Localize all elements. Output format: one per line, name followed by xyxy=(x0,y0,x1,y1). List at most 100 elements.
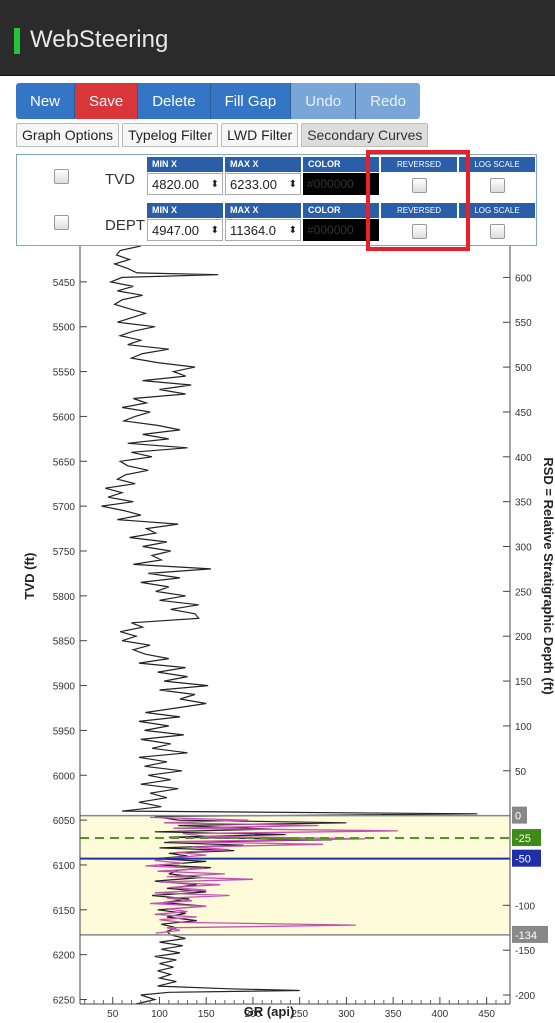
min-x-header: MIN X xyxy=(147,203,223,218)
x-tick-label: 300 xyxy=(338,1009,355,1020)
y2-tick-label: 350 xyxy=(515,498,532,509)
curve-name: TVD xyxy=(105,171,135,188)
y2-tick-label: -100 xyxy=(515,901,535,912)
logo-mark xyxy=(14,28,20,54)
spinner-icon[interactable]: ⬍ xyxy=(210,225,219,236)
y-tick-label: 6150 xyxy=(53,906,76,917)
x-tick-label: 350 xyxy=(385,1009,402,1020)
x-tick-label: 450 xyxy=(478,1009,495,1020)
y-tick-label: 5450 xyxy=(53,278,76,289)
target-zone-shading xyxy=(80,815,510,935)
app-title: WebSteering xyxy=(30,26,169,53)
tab-graph-options[interactable]: Graph Options xyxy=(16,123,120,147)
min-x-input[interactable]: 4947.00 ⬍ xyxy=(147,219,223,241)
marker-tag xyxy=(512,829,541,847)
y2-tick-label: 400 xyxy=(515,453,532,464)
marker-tag xyxy=(512,925,548,943)
reversed-checkbox[interactable] xyxy=(412,224,427,239)
log-scale-checkbox[interactable] xyxy=(490,224,505,239)
y-tick-label: 6100 xyxy=(53,861,76,872)
y-tick-label: 6250 xyxy=(53,996,76,1007)
x-tick-label: 250 xyxy=(291,1009,308,1020)
curve-name: DEPT xyxy=(105,217,146,234)
delete-button[interactable]: Delete xyxy=(138,83,211,119)
color-header: COLOR xyxy=(303,203,379,218)
marker-tag xyxy=(512,806,527,824)
y-tick-label: 5950 xyxy=(53,726,76,737)
y-tick-label: 5850 xyxy=(53,637,76,648)
redo-button[interactable]: Redo xyxy=(356,83,420,119)
marker-tag-label: 0 xyxy=(515,811,521,823)
y-tick-label: 5550 xyxy=(53,368,76,379)
max-x-value: 11364.0 xyxy=(230,223,277,238)
tab-typelog-filter[interactable]: Typelog Filter xyxy=(122,123,219,147)
y-tick-label: 6050 xyxy=(53,816,76,827)
max-x-input[interactable]: 6233.00 ⬍ xyxy=(225,173,301,195)
options-tabs: Graph Options Typelog Filter LWD Filter … xyxy=(16,123,431,147)
x-tick-label: 50 xyxy=(107,1009,119,1020)
color-input[interactable]: #000000 xyxy=(303,173,379,195)
color-input[interactable]: #000000 xyxy=(303,219,379,241)
spinner-icon[interactable]: ⬍ xyxy=(210,179,219,190)
marker-tag xyxy=(512,849,541,867)
min-x-header: MIN X xyxy=(147,157,223,172)
y2-tick-label: 550 xyxy=(515,318,532,329)
log-scale-checkbox[interactable] xyxy=(490,178,505,193)
curve-enable-checkbox[interactable] xyxy=(54,169,69,184)
y2-tick-label: -200 xyxy=(515,991,535,1002)
app-header: WebSteering xyxy=(0,0,555,76)
y2-tick-label: 300 xyxy=(515,543,532,554)
lwd-curve xyxy=(145,816,398,934)
min-x-value: 4820.00 xyxy=(152,177,199,192)
y-tick-label: 5750 xyxy=(53,547,76,558)
y2-tick-label: 50 xyxy=(515,767,527,778)
curve-row-tvd: TVD MIN X MAX X COLOR REVERSED LOG SCALE… xyxy=(17,155,536,199)
y2-tick-label: 600 xyxy=(515,273,532,284)
y2-tick-label: 450 xyxy=(515,408,532,419)
reversed-checkbox[interactable] xyxy=(412,178,427,193)
y2-tick-label: -150 xyxy=(515,946,535,957)
spinner-icon[interactable]: ⬍ xyxy=(288,179,297,190)
tab-lwd-filter[interactable]: LWD Filter xyxy=(221,123,299,147)
undo-button[interactable]: Undo xyxy=(291,83,357,119)
secondary-curves-panel: TVD MIN X MAX X COLOR REVERSED LOG SCALE… xyxy=(16,154,537,246)
y-tick-label: 5900 xyxy=(53,682,76,693)
marker-tag-label: -50 xyxy=(515,854,531,866)
fill-gap-button[interactable]: Fill Gap xyxy=(210,83,292,119)
y2-tick-label: 100 xyxy=(515,722,532,733)
reversed-header: REVERSED xyxy=(381,157,457,172)
log-scale-header: LOG SCALE xyxy=(459,203,535,218)
y2-tick-label: 500 xyxy=(515,363,532,374)
max-x-value: 6233.00 xyxy=(230,177,277,192)
y-tick-label: 5500 xyxy=(53,323,76,334)
gr-log-chart[interactable]: 0 -25 -50 -134 50 100 150 200 250 300 350 400 450 54… xyxy=(0,246,555,1023)
gr-curve xyxy=(101,246,478,1005)
y2-tick-label: 250 xyxy=(515,587,532,598)
color-header: COLOR xyxy=(303,157,379,172)
y2-tick-label: 200 xyxy=(515,632,532,643)
y-tick-label: 6200 xyxy=(53,951,76,962)
save-button[interactable]: Save xyxy=(75,83,139,119)
y-tick-label: 5650 xyxy=(53,457,76,468)
curve-row-dept: DEPT MIN X MAX X COLOR REVERSED LOG SCAL… xyxy=(17,201,536,245)
new-button[interactable]: New xyxy=(16,83,76,119)
x-tick-label: 200 xyxy=(245,1009,262,1020)
y2-tick-label: 150 xyxy=(515,677,532,688)
y-tick-label: 5700 xyxy=(53,502,76,513)
tab-secondary-curves[interactable]: Secondary Curves xyxy=(301,123,429,147)
y-tick-label: 6000 xyxy=(53,771,76,782)
y2-axis-label: RSD = Relative Stratigraphic Depth (ft) xyxy=(541,457,555,694)
max-x-header: MAX X xyxy=(225,203,301,218)
x-tick-label: 400 xyxy=(432,1009,449,1020)
log-scale-header: LOG SCALE xyxy=(459,157,535,172)
min-x-value: 4947.00 xyxy=(152,223,199,238)
max-x-input[interactable]: 11364.0 ⬍ xyxy=(225,219,301,241)
marker-tag-label: -25 xyxy=(515,833,531,845)
reversed-header: REVERSED xyxy=(381,203,457,218)
min-x-input[interactable]: 4820.00 ⬍ xyxy=(147,173,223,195)
x-tick-label: 100 xyxy=(151,1009,168,1020)
curve-enable-checkbox[interactable] xyxy=(54,215,69,230)
spinner-icon[interactable]: ⬍ xyxy=(288,225,297,236)
y-tick-label: 5600 xyxy=(53,412,76,423)
x-tick-label: 150 xyxy=(198,1009,215,1020)
